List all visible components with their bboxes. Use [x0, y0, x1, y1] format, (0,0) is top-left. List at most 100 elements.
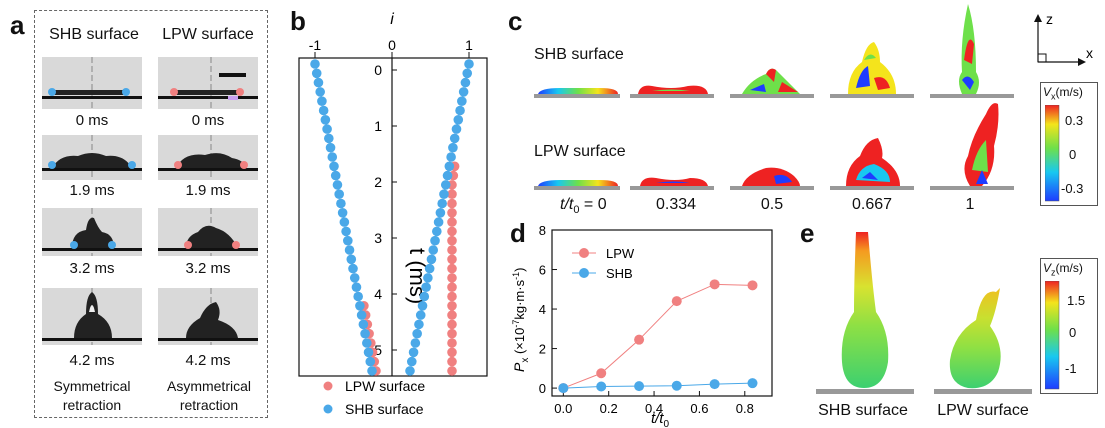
- shb-point: [412, 328, 422, 339]
- top-tick-1: 1: [465, 37, 473, 53]
- shb-point: [442, 170, 453, 181]
- snapshot-lpw-1_9ms: [158, 135, 258, 180]
- ytick-label: 0: [539, 381, 546, 396]
- lpw-point: [447, 189, 457, 199]
- shb-point: [432, 226, 442, 237]
- legend-label-lpw: LPW surface: [345, 378, 425, 394]
- lpw-point: [447, 282, 457, 293]
- shb-point: [330, 170, 341, 181]
- shb-point: [315, 87, 325, 97]
- colorbar-vz-unit: (m/s): [1055, 261, 1083, 275]
- shb-point: [356, 310, 367, 320]
- lpw-point: [447, 338, 457, 348]
- y-tick-2: 2: [374, 174, 382, 190]
- shb-point: [423, 273, 433, 283]
- shb-point: [329, 161, 339, 172]
- time-label-shb-2: 3.2 ms: [69, 260, 115, 277]
- point-lpw: [634, 334, 645, 345]
- lpw-point: [447, 328, 457, 339]
- t-label-0: t/t0 = 0: [560, 196, 650, 216]
- panel-e-letter: e: [800, 218, 815, 248]
- ylabel-sub: x: [520, 358, 531, 363]
- colorbar-vx-unit: (m/s): [1055, 85, 1083, 99]
- lpw-point: [447, 356, 457, 367]
- shb-point: [405, 366, 415, 376]
- lpw-point: [447, 226, 457, 237]
- ylabel-rest2: kg·m·s: [512, 279, 527, 319]
- xtick-label: 0.2: [600, 401, 618, 416]
- t-value-1: 0.334: [655, 196, 697, 213]
- lpw-point: [447, 366, 457, 376]
- snapshot-lpw-0ms: [158, 57, 258, 109]
- panel-d-legend: LPW SHB: [572, 246, 635, 281]
- shb-point: [455, 105, 465, 116]
- xlabel-sub: 0: [663, 419, 669, 428]
- panel-d-yticks: 0 2 4 6 8: [539, 223, 557, 396]
- shb-point: [355, 301, 365, 311]
- top-axis-label: i: [390, 11, 394, 28]
- shb-point: [440, 180, 451, 190]
- vz-drop-shb: [841, 232, 889, 388]
- shb-point: [334, 189, 344, 199]
- series-line-shb: [563, 382, 753, 389]
- shb-point: [322, 124, 332, 134]
- point-lpw: [747, 280, 758, 291]
- panel-a-frame: [34, 10, 268, 418]
- ylabel-exp2: -1: [511, 272, 521, 280]
- colorbar-vx: Vx(m/s) 0.3 0 -0.3: [1040, 82, 1098, 206]
- lpw-point: [447, 254, 457, 265]
- legend-text-lpw: LPW: [606, 246, 635, 261]
- shb-point: [453, 115, 464, 125]
- shb-point: [439, 189, 449, 199]
- shb-point: [426, 254, 437, 265]
- y-tick-1: 1: [374, 118, 382, 134]
- shb-point: [317, 96, 327, 106]
- panel-d-ylabel: Px (×10-7kg·m·s-1): [511, 268, 531, 372]
- sim-lpw-t1: [930, 103, 1014, 190]
- shb-point: [414, 319, 424, 330]
- shb-point: [332, 180, 343, 190]
- colorbar-vx-tick-1: 0: [1069, 147, 1077, 162]
- shb-point: [365, 356, 376, 367]
- axis-x-label: x: [1086, 45, 1093, 61]
- y-tick-4: 4: [374, 286, 382, 302]
- caption-lpw-line2: retraction: [179, 397, 239, 413]
- lpw-point: [447, 347, 457, 358]
- y-tick-0: 0: [374, 62, 382, 78]
- panel-b-points: [310, 59, 474, 376]
- shb-point: [437, 198, 447, 209]
- colorbar-vx-symbol: V: [1043, 85, 1052, 99]
- t-label-sub: 0: [573, 204, 580, 217]
- panel-c-letter: c: [508, 6, 523, 36]
- y-ticks: 0 1 2 3 4 5: [374, 62, 397, 358]
- shb-point: [349, 273, 360, 283]
- substrate-shb: [816, 389, 914, 394]
- xz-axes-glyph: z x: [1034, 11, 1093, 66]
- point-lpw: [709, 279, 720, 290]
- svg-text:Px (×10-7kg·m·s-1): Px (×10-7kg·m·s-1): [511, 268, 531, 372]
- shb-point: [343, 235, 353, 246]
- lpw-point: [447, 263, 457, 274]
- lpw-point: [447, 273, 457, 283]
- panel-d-xlabel: t/t0: [651, 410, 670, 428]
- colorbar-vx-sub: x: [1051, 91, 1056, 102]
- ytick-label: 6: [539, 263, 546, 278]
- point-shb: [671, 380, 682, 391]
- colorbar-vx-gradient: [1045, 105, 1060, 202]
- shb-point: [430, 235, 440, 246]
- time-label-lpw-1: 1.9 ms: [185, 182, 231, 199]
- time-label-shb-3: 4.2 ms: [69, 352, 115, 369]
- sim-shb-t0_334: [630, 85, 714, 98]
- drop-snapshots: [42, 57, 258, 345]
- colorbar-vz-tick-0: 1.5: [1067, 293, 1086, 308]
- snapshot-shb-4_2ms: [42, 288, 142, 345]
- colorbar-vz-tick-1: 0: [1069, 325, 1077, 340]
- shb-point: [341, 226, 351, 237]
- shb-point: [406, 356, 417, 367]
- sim-lpw-t0_5: [730, 167, 814, 190]
- time-label-shb-0: 0 ms: [75, 112, 109, 129]
- caption-shb-line2: retraction: [62, 397, 122, 413]
- time-label-shb-1: 1.9 ms: [69, 182, 115, 199]
- shb-point: [358, 319, 369, 330]
- shb-point: [325, 142, 336, 153]
